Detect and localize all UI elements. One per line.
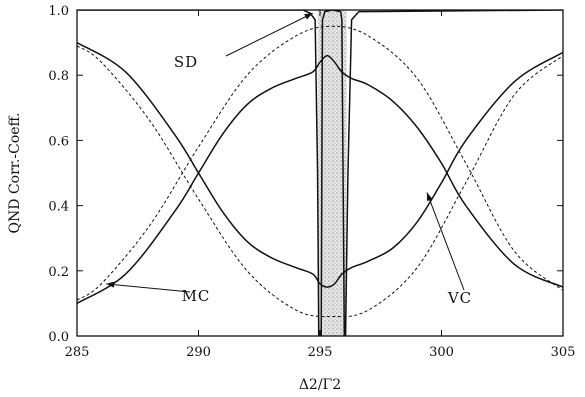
annotation-label: SD bbox=[174, 53, 198, 71]
x-tick-label: 305 bbox=[551, 345, 576, 360]
x-tick-label: 285 bbox=[65, 345, 90, 360]
x-axis-label: Δ2/Γ2 bbox=[299, 377, 341, 393]
x-tick-label: 290 bbox=[186, 345, 211, 360]
series-line-vc bbox=[77, 54, 563, 305]
y-tick-label: 0.8 bbox=[48, 69, 69, 84]
annotation-label: MC bbox=[182, 287, 211, 305]
series-line-dashed-2 bbox=[77, 25, 563, 301]
y-tick-label: 0.6 bbox=[48, 134, 69, 149]
y-tick-label: 0.4 bbox=[48, 200, 69, 215]
y-tick-label: 0.2 bbox=[48, 265, 69, 280]
series-layer bbox=[77, 10, 563, 336]
y-tick-label: 1.0 bbox=[48, 4, 69, 19]
y-tick-label: 0.0 bbox=[48, 330, 69, 345]
y-axis-label: QND Corr.-Coeff. bbox=[7, 113, 23, 234]
series-line-dashed-1 bbox=[77, 45, 563, 318]
annotation-label: VC bbox=[447, 289, 472, 307]
series-line-mc bbox=[77, 41, 563, 288]
tick-layer: 285 290 295 300 305 0.0 0.2 0.4 0.6 0.8 1.0 bbox=[48, 4, 575, 360]
annotation-vc: VC bbox=[426, 192, 472, 307]
annotation-mc: MC bbox=[106, 281, 211, 305]
x-tick-label: 300 bbox=[429, 345, 454, 360]
series-line-sd bbox=[77, 10, 563, 336]
x-tick-label: 295 bbox=[308, 345, 333, 360]
annotation-sd: SD bbox=[174, 12, 313, 71]
annotation-layer: SD MC VC bbox=[106, 12, 472, 307]
